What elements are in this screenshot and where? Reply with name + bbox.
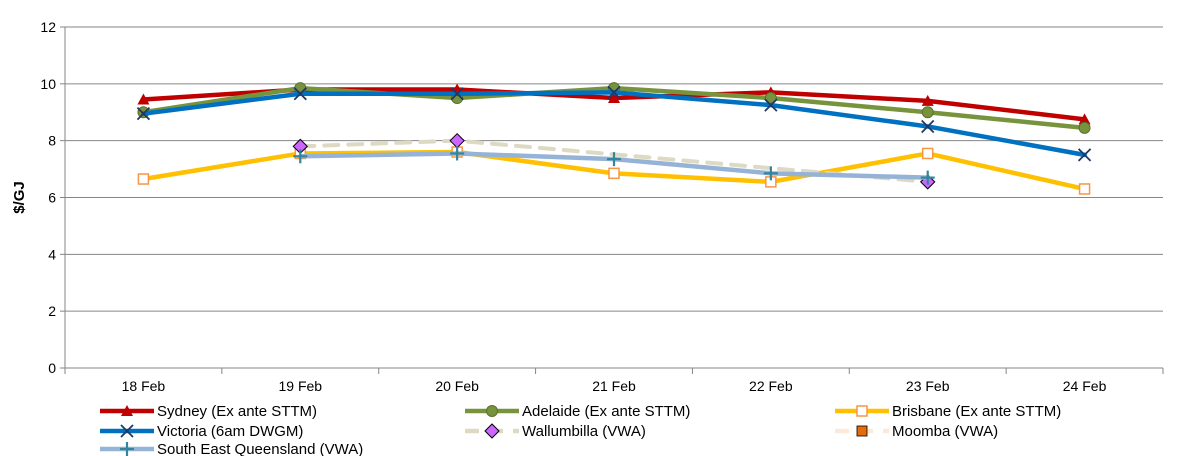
- marker-stroke: [450, 87, 464, 101]
- data-point: [608, 167, 620, 180]
- data-point: [450, 146, 465, 161]
- y-tick-label: 12: [40, 19, 56, 35]
- marker-stroke: [120, 424, 134, 438]
- legend-item: Moomba (VWA): [835, 423, 998, 440]
- legend-item: Sydney (Ex ante STTM): [100, 403, 317, 420]
- data-point: [763, 166, 778, 181]
- data-point: [137, 93, 150, 105]
- data-point: [764, 98, 778, 112]
- legend-item: Victoria (6am DWGM): [100, 423, 303, 440]
- data-point: [1077, 148, 1092, 162]
- data-point: [920, 170, 935, 185]
- data-point: [1078, 183, 1091, 195]
- legend-swatch-marker: [856, 405, 868, 417]
- y-tick-label: 2: [48, 303, 56, 319]
- data-point: [136, 107, 151, 121]
- data-point: [921, 147, 934, 160]
- series-victoria-6am-dwgm: [136, 85, 1092, 162]
- legend-label: Adelaide (Ex ante STTM): [522, 403, 690, 420]
- x-tick-label: 23 Feb: [906, 378, 950, 394]
- y-tick-label: 8: [48, 133, 56, 149]
- legend-label: South East Queensland (VWA): [157, 441, 363, 456]
- x-tick-label: 24 Feb: [1063, 378, 1107, 394]
- legend: Sydney (Ex ante STTM) Adelaide (Ex ante S…: [100, 403, 1061, 456]
- series-group: [136, 82, 1092, 195]
- legend-swatch-marker: [856, 425, 868, 437]
- marker-stroke: [607, 85, 621, 99]
- marker-stroke: [293, 87, 307, 101]
- legend-swatch-marker: [121, 405, 133, 416]
- data-point: [137, 173, 150, 185]
- legend-swatch-marker: [120, 424, 134, 438]
- legend-swatch-marker: [120, 442, 134, 456]
- axes: 0 2 4 6 8 10 12 18 Feb 19 Feb 20 Feb 21 Feb 22 Feb 2…: [40, 19, 1164, 394]
- y-axis-label: $/GJ: [11, 181, 28, 214]
- legend-item: South East Queensland (VWA): [100, 441, 363, 456]
- x-tick-label: 20 Feb: [435, 378, 479, 394]
- data-point: [921, 119, 935, 134]
- y-tick-label: 0: [48, 360, 56, 376]
- marker-stroke: [921, 119, 935, 134]
- x-tick-label: 21 Feb: [592, 378, 636, 394]
- legend-label: Brisbane (Ex ante STTM): [892, 403, 1061, 420]
- data-point: [608, 92, 620, 104]
- x-tick-label: 18 Feb: [122, 378, 166, 394]
- x-tick-label: 19 Feb: [278, 378, 322, 394]
- marker-stroke: [136, 107, 151, 121]
- marker-stroke: [764, 98, 778, 112]
- data-point: [450, 87, 464, 101]
- legend-item: Brisbane (Ex ante STTM): [835, 403, 1061, 420]
- legend-item: Wallumbilla (VWA): [465, 423, 646, 440]
- series-south-east-queensland-vwa: [293, 146, 935, 185]
- data-point: [293, 149, 308, 164]
- legend-item: Adelaide (Ex ante STTM): [465, 403, 690, 420]
- legend-label: Moomba (VWA): [892, 423, 998, 440]
- legend-swatch-marker: [484, 423, 500, 439]
- legend-label: Victoria (6am DWGM): [157, 423, 303, 440]
- data-point: [293, 87, 307, 101]
- legend-swatch-marker: [486, 405, 498, 417]
- data-point: [1078, 113, 1091, 125]
- x-tick-label: 22 Feb: [749, 378, 793, 394]
- data-point: [1078, 121, 1091, 134]
- y-tick-label: 10: [40, 76, 56, 92]
- marker-stroke: [1077, 148, 1092, 162]
- data-point: [607, 152, 621, 167]
- y-tick-label: 4: [48, 246, 56, 262]
- y-tick-label: 6: [48, 190, 56, 206]
- data-point: [921, 94, 934, 106]
- data-point: [449, 132, 465, 149]
- data-point: [921, 106, 934, 119]
- data-point: [607, 85, 621, 99]
- legend-label: Sydney (Ex ante STTM): [157, 403, 317, 420]
- legend-label: Wallumbilla (VWA): [522, 423, 646, 440]
